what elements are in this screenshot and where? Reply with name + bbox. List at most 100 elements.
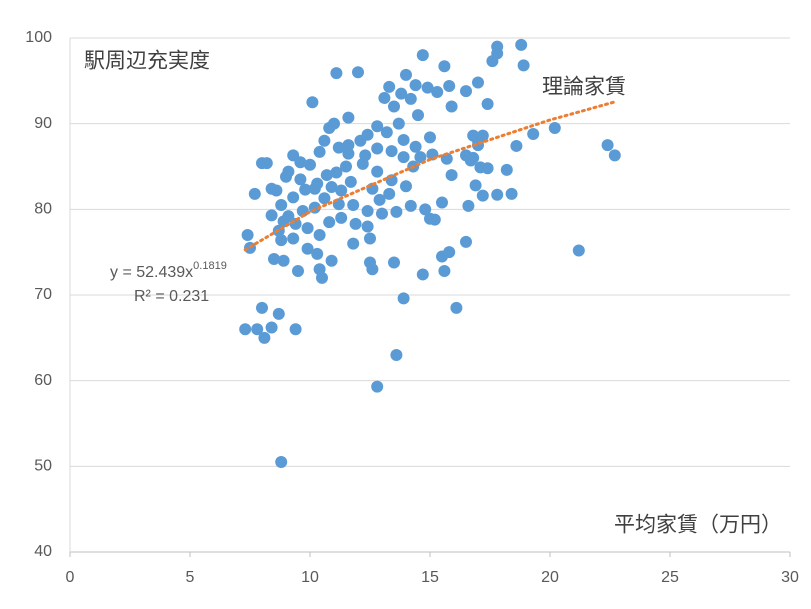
point [301, 242, 314, 255]
point [292, 265, 304, 278]
point [443, 246, 456, 259]
point [464, 154, 477, 167]
r-squared: R² = 0.231 [134, 288, 209, 305]
point [330, 166, 343, 179]
x-tick-label: 20 [541, 569, 559, 586]
point [311, 177, 324, 190]
point [251, 323, 264, 336]
point [572, 244, 585, 257]
point [469, 179, 482, 192]
point [397, 292, 410, 305]
point [472, 76, 484, 89]
point [318, 192, 331, 205]
point [467, 129, 480, 142]
point [371, 380, 384, 393]
point [306, 96, 319, 109]
point [431, 85, 444, 98]
trendline [243, 100, 617, 252]
point [460, 85, 472, 98]
point [476, 129, 489, 142]
point [342, 111, 355, 124]
point [359, 149, 372, 162]
point [373, 193, 386, 206]
point [239, 323, 252, 336]
y-tick-label: 70 [34, 286, 52, 303]
point [491, 188, 504, 201]
point [416, 49, 429, 62]
point [320, 169, 333, 182]
point [335, 184, 348, 197]
point [344, 175, 357, 188]
point [481, 97, 494, 110]
y-tick-label: 60 [34, 372, 52, 389]
point [296, 205, 309, 218]
point [313, 229, 326, 242]
point [414, 151, 427, 164]
y-tick-label: 100 [25, 29, 52, 46]
point [397, 133, 410, 146]
point [404, 92, 417, 105]
point [400, 180, 412, 193]
x-tick-label: 15 [421, 569, 439, 586]
point [481, 162, 494, 175]
equation-exponent: 0.1819 [193, 260, 227, 272]
point [318, 134, 331, 147]
point [412, 109, 424, 122]
point [371, 165, 384, 178]
point [275, 456, 288, 469]
point [311, 247, 324, 260]
point [436, 196, 448, 209]
point [347, 237, 360, 250]
point [608, 149, 621, 162]
point [371, 142, 384, 155]
point [313, 145, 326, 158]
point [419, 203, 432, 216]
point [378, 91, 391, 104]
point [548, 121, 561, 134]
point [340, 160, 352, 173]
point [364, 232, 376, 245]
point [390, 205, 403, 218]
point [325, 254, 338, 267]
point [268, 253, 280, 266]
x-tick-label: 0 [66, 569, 75, 586]
point [383, 187, 396, 200]
point [258, 331, 271, 344]
y-axis-title: 駅周辺充実度 [84, 50, 210, 73]
point [428, 213, 441, 226]
point [277, 254, 290, 267]
point [388, 256, 400, 269]
point [445, 169, 458, 182]
point [395, 87, 408, 100]
point [299, 183, 312, 196]
point [294, 173, 307, 186]
point [397, 151, 410, 164]
point [280, 170, 292, 183]
point [364, 256, 376, 269]
point [289, 323, 302, 336]
point [265, 209, 278, 222]
point [282, 210, 295, 223]
x-tick-label: 30 [781, 569, 799, 586]
point [325, 181, 338, 194]
point [460, 235, 472, 248]
y-tick-label: 50 [34, 458, 52, 475]
point [376, 207, 388, 220]
point [287, 191, 300, 204]
point [275, 199, 288, 212]
y-tick-label: 90 [34, 115, 52, 132]
x-axis-title: 平均家賃（万円） [614, 514, 782, 537]
point [335, 211, 348, 224]
point [450, 301, 463, 314]
point [241, 229, 254, 242]
point [404, 199, 417, 212]
point [248, 187, 261, 200]
point [390, 348, 403, 361]
point [328, 117, 340, 130]
point [361, 205, 374, 218]
point [527, 127, 540, 140]
point [371, 120, 384, 133]
equation-text: y = 52.439x [110, 264, 193, 281]
point [392, 117, 405, 130]
